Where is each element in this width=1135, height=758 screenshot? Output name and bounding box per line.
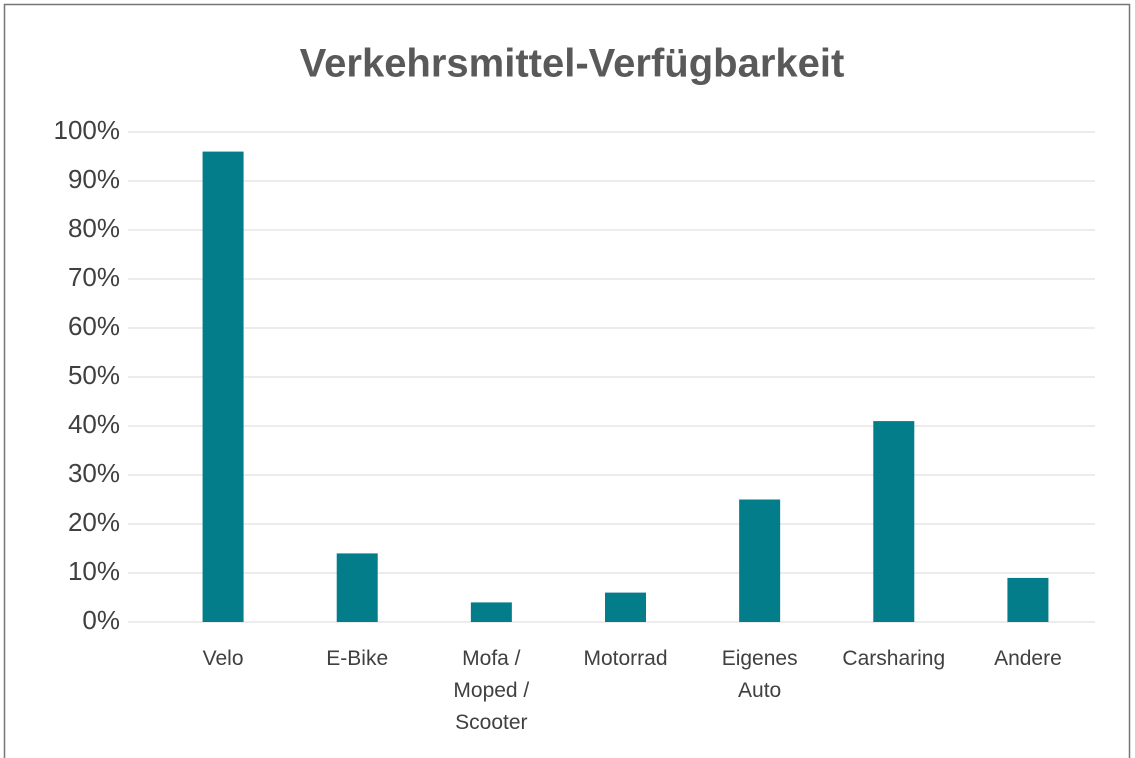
y-tick-label: 20% (68, 507, 120, 537)
bar (873, 421, 915, 622)
y-tick-label: 50% (68, 360, 120, 390)
x-tick-label: Carsharing (842, 647, 946, 670)
x-tick-label: Motorrad (583, 647, 668, 670)
y-tick-label: 30% (68, 458, 120, 488)
y-tick-label: 100% (54, 115, 121, 145)
bar (470, 602, 512, 622)
x-tick-label: Mofa / Moped / Scooter (453, 647, 530, 734)
bar (336, 553, 378, 622)
x-tick-label: Eigenes Auto (721, 647, 798, 702)
chart-title: Verkehrsmittel-Verfügbarkeit (300, 42, 845, 86)
y-tick-label: 10% (68, 556, 120, 586)
y-tick-label: 70% (68, 262, 120, 292)
bar (605, 592, 646, 622)
x-tick-label: E-Bike (326, 647, 389, 670)
y-tick-label: 90% (68, 164, 120, 194)
chart-border (3, 3, 1131, 758)
y-tick-label: 40% (68, 409, 120, 439)
x-tick-label: Velo (202, 647, 244, 670)
x-tick-label: Andere (994, 647, 1062, 670)
y-tick-label: 80% (68, 213, 120, 243)
bar (1007, 577, 1049, 622)
bar (202, 151, 244, 622)
bar (739, 499, 781, 622)
y-tick-label: 0% (82, 605, 120, 635)
y-tick-label: 60% (68, 311, 120, 341)
